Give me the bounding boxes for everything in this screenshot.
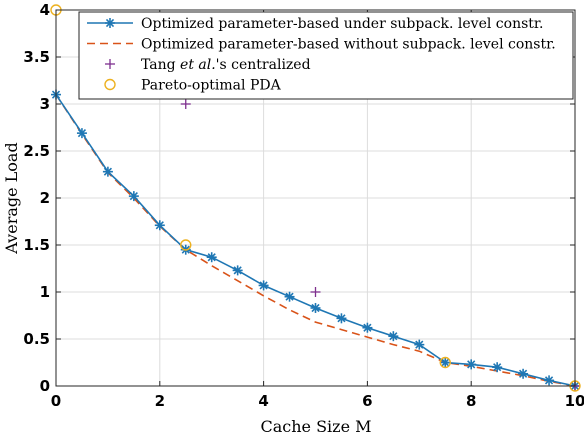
y-tick-label: 1	[40, 283, 50, 301]
data-point	[232, 265, 243, 276]
x-axis-title: Cache Size M	[260, 417, 371, 436]
data-point	[388, 331, 399, 342]
data-point	[284, 291, 295, 302]
legend-item: Pareto-optimal PDA	[104, 78, 282, 94]
data-point	[258, 280, 269, 291]
x-tick-label: 4	[258, 392, 268, 410]
data-point	[518, 368, 529, 379]
legend-item: Optimized parameter-based under subpack.…	[87, 16, 544, 32]
y-tick-label: 3	[40, 95, 50, 113]
legend-box	[78, 11, 574, 100]
y-tick-label: 0.5	[23, 330, 50, 348]
x-tick-label: 0	[51, 392, 61, 410]
y-tick-label: 4	[40, 1, 50, 19]
data-point	[466, 359, 477, 370]
legend-item: Optimized parameter-based without subpac…	[87, 37, 556, 53]
legend-label: Optimized parameter-based without subpac…	[141, 37, 556, 53]
legend-label: Tang et al.'s centralized	[141, 57, 311, 73]
x-tick-label: 6	[362, 392, 372, 410]
series-layer	[50, 4, 581, 392]
data-point	[180, 99, 191, 109]
x-tick-label: 2	[155, 392, 165, 410]
data-point	[492, 362, 503, 373]
legend-item: Tang et al.'s centralized	[105, 57, 311, 73]
data-point	[310, 302, 321, 313]
y-tick-label: 3.5	[23, 48, 50, 66]
legend-label: Pareto-optimal PDA	[141, 78, 282, 94]
data-point	[180, 239, 192, 251]
x-tick-label: 8	[466, 392, 476, 410]
legend-label: Optimized parameter-based under subpack.…	[141, 16, 544, 32]
data-point	[439, 356, 451, 369]
y-axis-title: Average Load	[2, 142, 21, 254]
y-tick-label: 2	[40, 189, 50, 207]
y-tick-label: 2.5	[23, 142, 50, 160]
x-tick-label: 10	[565, 392, 584, 410]
data-point	[336, 313, 347, 324]
series-1	[55, 94, 576, 387]
data-point	[154, 220, 165, 231]
data-point	[128, 191, 139, 202]
tick-labels: 0 2 4 6 8 10 0 0.5 1 1.5 2 2.5 3 3.5 4	[23, 1, 584, 410]
data-point	[102, 166, 113, 177]
data-point	[544, 375, 555, 386]
data-point	[414, 339, 425, 350]
data-point	[206, 252, 217, 263]
series-line	[55, 94, 576, 387]
y-tick-label: 1.5	[23, 236, 50, 254]
data-point	[76, 128, 87, 139]
data-point	[440, 357, 451, 368]
y-tick-label: 0	[40, 377, 50, 395]
legend: Optimized parameter-based under subpack.…	[78, 11, 574, 100]
data-point	[362, 322, 373, 333]
data-point	[310, 287, 321, 297]
